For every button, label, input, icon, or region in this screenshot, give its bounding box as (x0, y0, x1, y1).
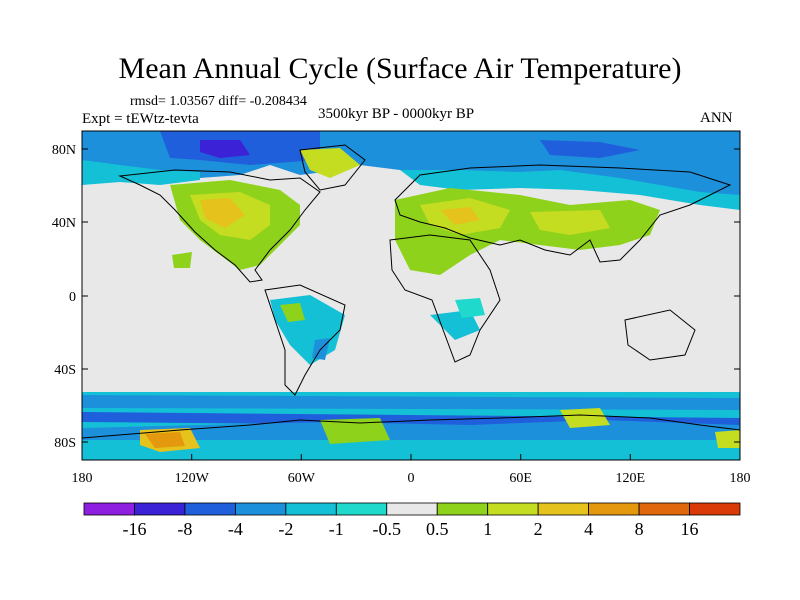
coastlines (82, 144, 740, 439)
colorbar-swatch (588, 502, 640, 516)
colorbar-swatch (83, 502, 135, 516)
lat-label: 0 (69, 290, 76, 305)
map-title: Mean Annual Cycle (Surface Air Temperatu… (118, 52, 682, 85)
lat-label: 40N (52, 216, 76, 231)
coastline-greenland (299, 144, 366, 191)
longitude-axis: 180 120W 60W 0 60E 120E 180 (72, 454, 751, 486)
colorbar-label: 8 (635, 519, 644, 539)
lon-label: 60E (509, 471, 532, 486)
latitude-axis: 80N 40N 0 40S 80S (52, 143, 740, 451)
lon-label: 60W (288, 471, 316, 486)
coastline-south-america (264, 284, 346, 396)
coastline-antarctica (82, 414, 740, 439)
coastline-eurasia (394, 164, 732, 263)
colorbar-swatch (487, 502, 539, 516)
colorbar-label: -1 (329, 519, 344, 539)
colorbar-label: -2 (278, 519, 293, 539)
colorbar-label: 4 (584, 519, 593, 539)
colorbar-swatch (234, 502, 287, 516)
colorbar-label: -4 (228, 519, 243, 539)
colorbar-label: 16 (681, 519, 699, 539)
lon-label: 120E (616, 471, 646, 486)
lon-label: 120W (175, 471, 210, 486)
coastline-north-america (118, 169, 321, 283)
colorbar-swatch (638, 502, 690, 516)
season-label: ANN (700, 110, 733, 126)
lon-label: 180 (72, 471, 93, 486)
colorbar-swatch (537, 502, 590, 516)
colorbar-label: 1 (483, 519, 492, 539)
colorbar-swatch (285, 502, 337, 516)
rmsd-diff-stats: rmsd= 1.03567 diff= -0.208434 (130, 94, 307, 109)
coastline-africa (389, 234, 501, 363)
colorbar-swatch (436, 502, 489, 516)
lon-label: 180 (730, 471, 751, 486)
colorbar-swatch (386, 502, 438, 516)
lat-label: 40S (54, 363, 76, 378)
colorbar-swatch (689, 502, 741, 516)
experiment-label: Expt = tEWtz-tevta (82, 111, 199, 127)
colorbar-label: -8 (177, 519, 192, 539)
colorbar: -16 -8 -4 -2 -1 -0.5 0.5 1 2 4 8 16 (83, 502, 741, 539)
lat-label: 80S (54, 436, 76, 451)
colorbar-swatch (134, 502, 186, 516)
temperature-anomaly-field (82, 131, 740, 460)
lat-label: 80N (52, 143, 76, 158)
lon-label: 0 (408, 471, 415, 486)
period-label: 3500kyr BP - 0000kyr BP (318, 106, 475, 122)
colorbar-label: 2 (534, 519, 543, 539)
colorbar-label: -0.5 (373, 519, 402, 539)
colorbar-swatch (184, 502, 236, 516)
colorbar-label: 0.5 (426, 519, 449, 539)
colorbar-label: -16 (122, 519, 146, 539)
coastline-australia (624, 309, 696, 361)
colorbar-swatch (335, 502, 388, 516)
